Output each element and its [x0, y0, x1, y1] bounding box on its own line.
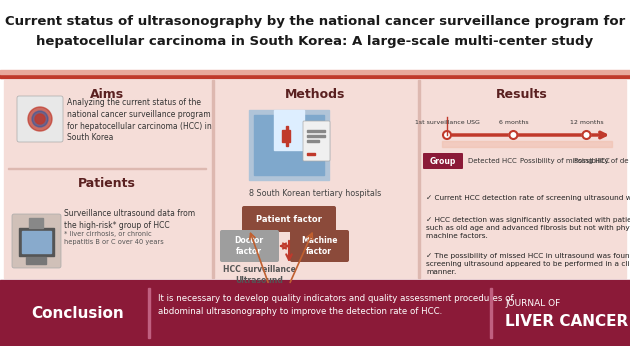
Text: Current status of ultrasonography by the national cancer surveillance program fo: Current status of ultrasonography by the… — [5, 16, 625, 28]
Bar — [442, 141, 612, 147]
Bar — [0, 280, 630, 346]
Bar — [307, 140, 319, 142]
Bar — [148, 288, 149, 338]
Text: Methods: Methods — [285, 88, 345, 100]
Bar — [212, 80, 214, 278]
Bar — [286, 126, 288, 146]
Bar — [249, 110, 329, 180]
Circle shape — [35, 114, 45, 124]
Text: ✓ The possibility of missed HCC in ultrasound was found to be low, and HCC
scree: ✓ The possibility of missed HCC in ultra… — [426, 253, 630, 274]
Text: 12 months: 12 months — [570, 120, 604, 125]
FancyBboxPatch shape — [303, 121, 330, 161]
Bar — [19, 228, 54, 256]
Text: Group: Group — [430, 156, 456, 165]
FancyBboxPatch shape — [423, 153, 463, 169]
Text: Aims: Aims — [90, 88, 124, 100]
Bar — [418, 80, 420, 278]
Text: Machine
factor: Machine factor — [301, 236, 337, 256]
Bar — [4, 80, 626, 278]
Circle shape — [28, 107, 52, 131]
Bar — [282, 130, 290, 142]
Circle shape — [443, 131, 451, 139]
Text: 1st surveillance USG: 1st surveillance USG — [415, 120, 479, 125]
Text: Analyzing the current status of the
national cancer surveillance program
for hep: Analyzing the current status of the nati… — [67, 98, 212, 143]
Text: Surveillance ultrasound data from
the high-risk* group of HCC: Surveillance ultrasound data from the hi… — [64, 209, 195, 230]
Text: Possibility of missing HCC: Possibility of missing HCC — [520, 158, 610, 164]
Text: Possibility of de novo HCC: Possibility of de novo HCC — [574, 158, 630, 164]
Bar — [307, 153, 315, 155]
Text: * liver cirrhosis, or chronic
hepatitis B or C over 40 years: * liver cirrhosis, or chronic hepatitis … — [64, 231, 164, 245]
Text: Patient factor: Patient factor — [256, 215, 322, 224]
Text: ✓ Current HCC detection rate of screening ultrasound was 0.3%.: ✓ Current HCC detection rate of screenin… — [426, 195, 630, 201]
Bar — [22, 231, 51, 253]
Text: Detected HCC: Detected HCC — [468, 158, 517, 164]
Bar — [0, 70, 630, 74]
Text: Doctor
factor: Doctor factor — [234, 236, 263, 256]
Bar — [0, 74, 630, 78]
FancyBboxPatch shape — [12, 214, 61, 268]
Text: 8 South Korean tertiary hospitals: 8 South Korean tertiary hospitals — [249, 190, 381, 199]
Bar — [307, 135, 325, 137]
Text: It is necessary to develop quality indicators and quality assessment procedures : It is necessary to develop quality indic… — [158, 294, 513, 316]
FancyBboxPatch shape — [220, 230, 279, 262]
Text: LIVER CANCER: LIVER CANCER — [505, 313, 628, 328]
Bar — [29, 218, 43, 228]
Circle shape — [583, 131, 590, 139]
Circle shape — [32, 111, 48, 127]
Bar — [490, 288, 491, 338]
FancyBboxPatch shape — [242, 206, 336, 232]
Bar — [26, 257, 46, 264]
Text: Conclusion: Conclusion — [32, 306, 124, 320]
Circle shape — [510, 131, 517, 139]
FancyBboxPatch shape — [17, 96, 63, 142]
Text: ✓ HCC detection was significantly associated with patient-related factors
such a: ✓ HCC detection was significantly associ… — [426, 217, 630, 238]
Bar — [6, 82, 208, 276]
Bar — [214, 82, 416, 276]
Text: HCC surveillance
Ultrasound: HCC surveillance Ultrasound — [222, 265, 295, 285]
Bar — [0, 0, 630, 78]
Bar — [254, 115, 324, 175]
Text: JOURNAL OF: JOURNAL OF — [505, 299, 560, 308]
Bar — [274, 110, 304, 150]
Text: hepatocellular carcinoma in South Korea: A large-scale multi-center study: hepatocellular carcinoma in South Korea:… — [37, 36, 593, 48]
Bar — [307, 130, 325, 132]
Text: Patients: Patients — [78, 176, 136, 190]
FancyBboxPatch shape — [290, 230, 349, 262]
Text: Results: Results — [496, 88, 548, 100]
Bar — [420, 82, 622, 276]
Text: 6 months: 6 months — [498, 120, 528, 125]
Bar — [8, 167, 206, 169]
